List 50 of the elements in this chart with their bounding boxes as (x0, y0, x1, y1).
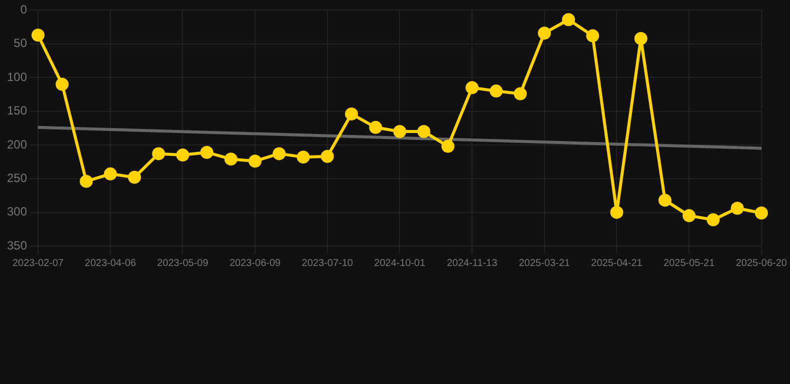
x-tick-label: 2025-04-21 (591, 258, 643, 269)
point (658, 194, 672, 207)
point (296, 150, 310, 164)
x-tick-label: 2024-11-13 (446, 258, 498, 269)
point (32, 28, 45, 42)
x-tick-label: 2023-06-09 (229, 258, 282, 269)
point (706, 213, 720, 226)
x-tick-label: 2024-10-01 (374, 258, 426, 269)
y-tick-label: 150 (6, 104, 28, 118)
point (538, 26, 551, 40)
y-tick-label: 50 (14, 36, 28, 50)
point (200, 146, 214, 159)
x-tick-label: 2025-05-21 (664, 258, 716, 269)
x-tick-label: 2023-07-10 (302, 258, 354, 269)
point (320, 150, 334, 163)
point (272, 147, 286, 160)
point (417, 124, 430, 138)
point (224, 152, 238, 166)
y-tick-label: 350 (6, 238, 28, 252)
x-tick-label: 2023-02-07 (12, 258, 64, 269)
point (369, 120, 382, 134)
point (586, 29, 600, 42)
point (344, 107, 358, 120)
point (128, 170, 141, 184)
point (56, 78, 69, 91)
x-tick-label: 2025-03-21 (518, 258, 570, 269)
point (682, 209, 696, 222)
x-tick-label: 2023-04-06 (84, 258, 136, 269)
y-tick-label: 100 (6, 70, 28, 84)
point (490, 84, 503, 98)
point (562, 13, 576, 26)
y-tick-label: 300 (6, 204, 28, 219)
point (104, 167, 117, 180)
point (441, 140, 454, 153)
y-tick-label: 0 (20, 2, 28, 17)
point (176, 148, 190, 162)
point (514, 87, 527, 100)
x-tick-label: 2025-06-20 (736, 258, 788, 269)
point (248, 154, 262, 168)
point (152, 147, 166, 160)
point (80, 174, 93, 188)
point (466, 81, 479, 94)
point (634, 32, 648, 45)
y-tick-label: 200 (6, 137, 28, 152)
point (393, 124, 406, 138)
x-tick-label: 2023-05-09 (157, 258, 209, 269)
y-tick-label: 250 (6, 170, 28, 185)
point (730, 202, 744, 215)
point (610, 206, 624, 219)
point (754, 206, 768, 220)
